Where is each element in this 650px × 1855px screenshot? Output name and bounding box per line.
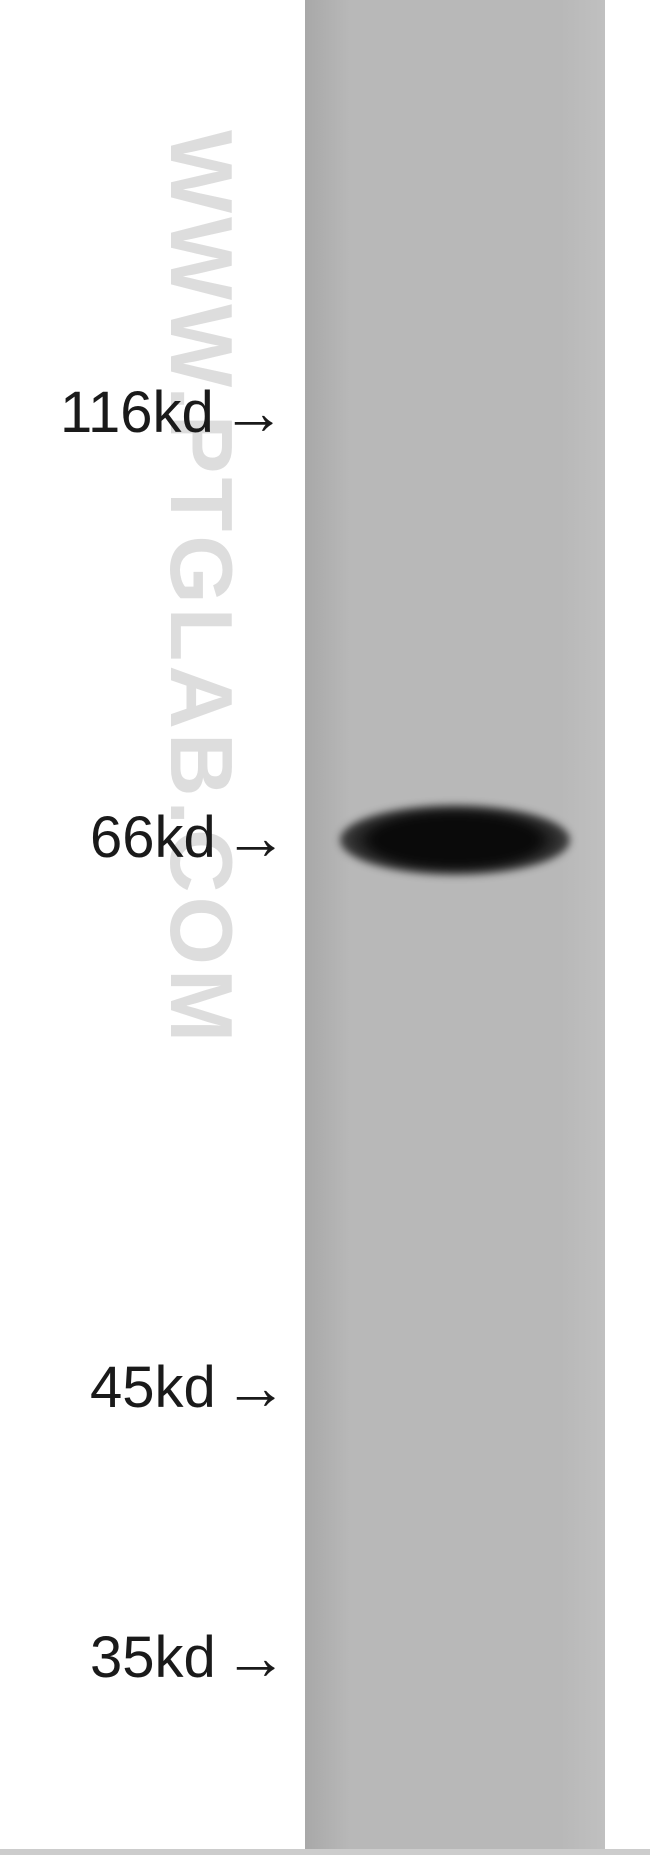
marker-label-116kd: 116kd → [60, 375, 286, 449]
arrow-icon: → [222, 375, 286, 449]
marker-label-45kd: 45kd → [90, 1350, 288, 1424]
arrow-icon: → [224, 800, 288, 874]
marker-text: 35kd [90, 1624, 216, 1691]
blot-lane [305, 0, 605, 1855]
marker-text: 45kd [90, 1354, 216, 1421]
marker-text: 66kd [90, 804, 216, 871]
arrow-icon: → [224, 1620, 288, 1694]
protein-band [340, 805, 570, 875]
marker-label-35kd: 35kd → [90, 1620, 288, 1694]
bottom-border [0, 1849, 650, 1855]
arrow-icon: → [224, 1350, 288, 1424]
marker-label-66kd: 66kd → [90, 800, 288, 874]
blot-container: WWW.PTGLAB.COM 116kd → 66kd → 45kd → 35k… [0, 0, 650, 1855]
marker-text: 116kd [60, 379, 214, 446]
watermark-text: WWW.PTGLAB.COM [150, 130, 252, 1046]
